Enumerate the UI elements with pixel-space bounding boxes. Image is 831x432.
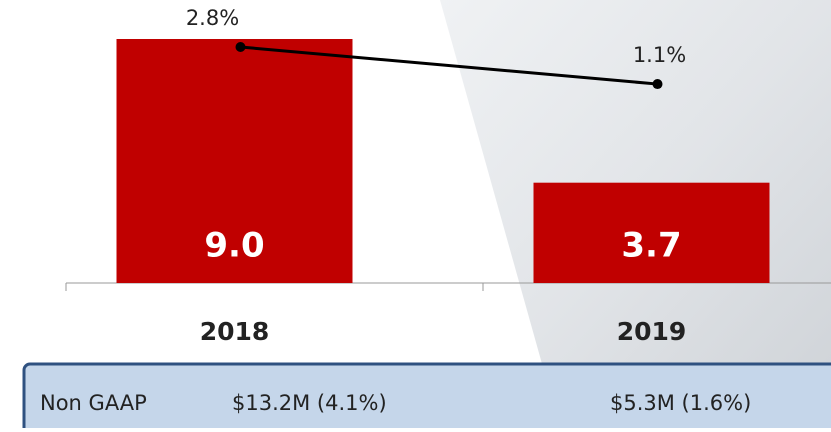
footer-cell: $13.2M (4.1%) xyxy=(232,391,387,415)
bar-label: 3.7 xyxy=(621,226,681,266)
footer-label: Non GAAP xyxy=(40,391,147,415)
bar xyxy=(116,39,353,283)
bar xyxy=(533,182,770,283)
line xyxy=(240,45,658,86)
line-label: 2.8% xyxy=(186,6,239,30)
line-label: 1.1% xyxy=(633,43,686,67)
footer-cell: $5.3M (1.6%) xyxy=(610,391,751,415)
x-tick-label: 2019 xyxy=(617,317,687,346)
x-tick-label: 2018 xyxy=(200,317,270,346)
line-point xyxy=(652,79,663,90)
bar-label: 9.0 xyxy=(204,226,264,266)
line-point xyxy=(235,42,246,52)
footer-box xyxy=(22,362,831,432)
